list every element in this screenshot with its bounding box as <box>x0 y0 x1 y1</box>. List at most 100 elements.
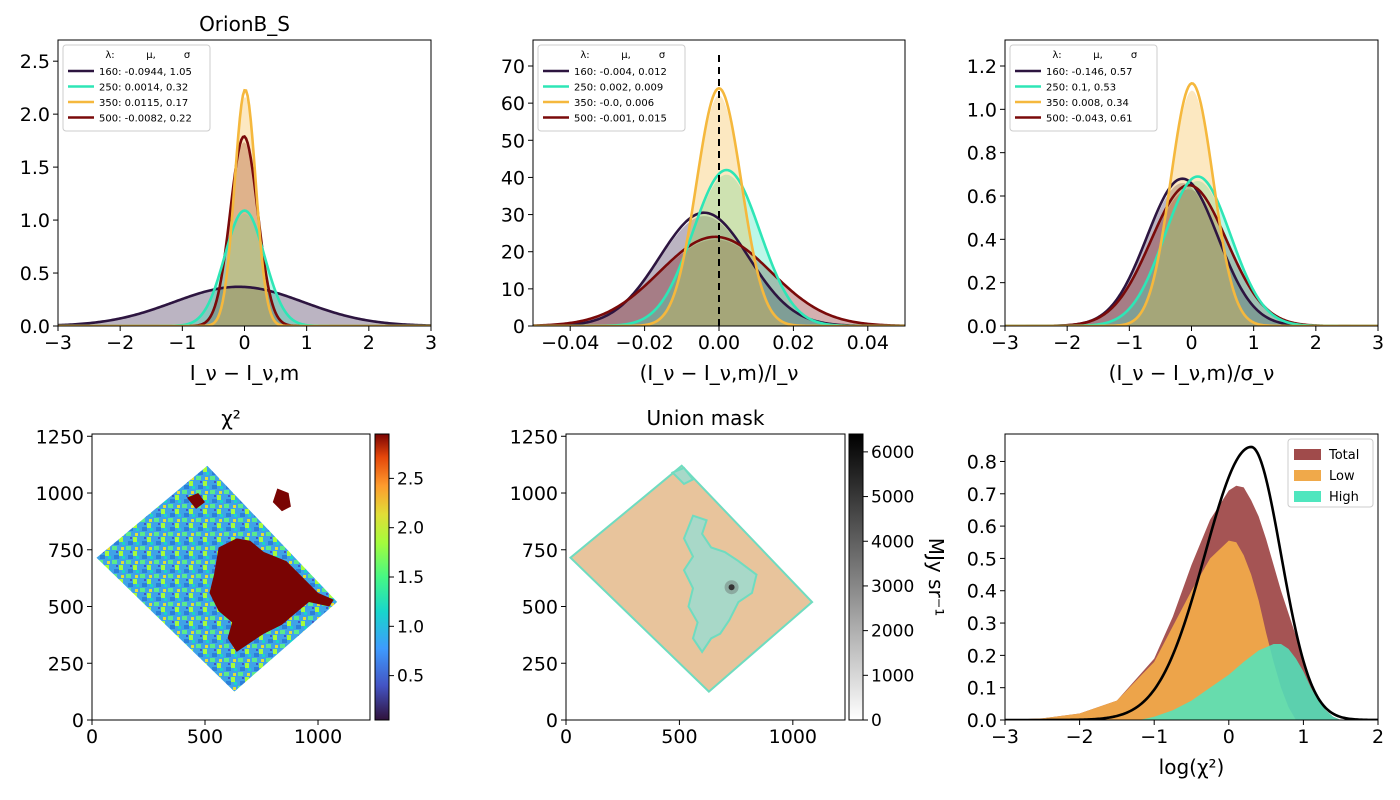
y-tick-label: 0.5 <box>967 548 997 570</box>
x-tick-label: −3 <box>44 332 72 354</box>
legend-header: σ <box>184 50 191 61</box>
histogram-low <box>1005 540 1296 720</box>
legend-swatch <box>1294 470 1321 481</box>
colorbar-tick-label: 2000 <box>871 622 914 642</box>
legend-header: σ <box>659 50 666 61</box>
x-tick-label: 1 <box>1248 332 1260 354</box>
x-tick-label: 2 <box>363 332 375 354</box>
y-tick-label: 750 <box>522 540 558 562</box>
y-tick-label: 0.3 <box>967 613 997 635</box>
y-tick-label: 50 <box>501 130 525 152</box>
x-tick-label: 0 <box>1185 332 1197 354</box>
y-tick-label: 1.0 <box>20 210 50 232</box>
hist_sig-axes: −3 −2 −1 0 1 2 3 0.0 0.2 0.4 0.6 0.8 1.0 1.2 (I_ν − I_… <box>967 39 1384 385</box>
y-tick-label: 1250 <box>510 426 558 448</box>
x-tick-label: 1 <box>1297 726 1309 748</box>
y-tick-label: 1000 <box>510 483 558 505</box>
plot-frame <box>532 39 906 327</box>
chi2_hist-plot-area <box>1005 445 1378 720</box>
chi2_map-title: χ² <box>221 406 241 430</box>
histogram-high <box>1139 644 1341 720</box>
colorbar-tick-label: 1.0 <box>397 617 424 637</box>
legend-label: 160: -0.146, 0.57 <box>1046 67 1133 78</box>
chi2_map-plot-area <box>96 465 338 692</box>
y-tick-label: 0.8 <box>967 143 997 165</box>
y-tick-label: 0.4 <box>967 581 997 603</box>
x-tick-label: −2 <box>1066 726 1094 748</box>
x-tick-label: −2 <box>1053 332 1081 354</box>
hist_abs-axes: −3 −2 −1 0 1 2 3 0.0 0.5 1.0 1.5 2.0 2.5 OrionB_S I_ν … <box>20 12 437 385</box>
x-tick-label: −0.04 <box>541 332 599 354</box>
legend-label: 500: -0.043, 0.61 <box>1046 114 1133 125</box>
x-tick-label: 2 <box>1310 332 1322 354</box>
y-tick-label: 1.5 <box>20 157 50 179</box>
colorbar-tick-label: 2.0 <box>397 519 424 539</box>
colorbar-tick-label: 6000 <box>871 443 914 463</box>
y-tick-label: 0 <box>546 710 558 732</box>
chi2_map-colorbar: 0.5 1.0 1.5 2.0 2.5 <box>374 433 424 721</box>
y-tick-label: 1000 <box>36 483 84 505</box>
high-mask-region <box>670 466 695 486</box>
legend: λ: μ, σ 160: -0.0944, 1.05 250: 0.0014, 0.32… <box>62 44 211 132</box>
legend-header: σ <box>1131 50 1138 61</box>
plot-frame <box>91 433 371 721</box>
legend-label: High <box>1329 490 1359 505</box>
colorbar-tick-label: 5000 <box>871 488 914 508</box>
histogram-fill-500 <box>58 142 431 326</box>
y-tick-label: 20 <box>501 242 525 264</box>
legend-label: 250: 0.0014, 0.32 <box>99 83 188 94</box>
legend-label: 350: 0.0115, 0.17 <box>99 98 188 109</box>
legend-label: 160: -0.0944, 1.05 <box>99 67 192 78</box>
colorbar-tick-label: 1.5 <box>397 568 424 588</box>
legend-header: μ, <box>621 50 631 61</box>
fit-curve-500 <box>58 135 431 326</box>
y-tick-label: 0.5 <box>20 263 50 285</box>
x-tick-label: −0.02 <box>615 332 673 354</box>
hist_sig-xlabel: (I_ν − I_ν,m)/σ_ν <box>1109 361 1275 385</box>
histogram-fill-250 <box>58 214 431 326</box>
colorbar-tick-label: 0.5 <box>397 667 424 687</box>
x-tick-label: 0 <box>1223 726 1235 748</box>
legend-label: 350: -0.0, 0.006 <box>574 98 654 109</box>
y-tick-label: 0.1 <box>967 678 997 700</box>
legend-label: 500: -0.001, 0.015 <box>574 114 667 125</box>
x-tick-label: 2 <box>1372 726 1384 748</box>
y-tick-label: 1.0 <box>967 99 997 121</box>
high-mask-region <box>682 514 758 654</box>
x-tick-label: 0.04 <box>847 332 889 354</box>
histogram-fill-160 <box>58 287 431 326</box>
y-tick-label: 2.0 <box>20 104 50 126</box>
legend-label: Low <box>1329 469 1355 484</box>
histogram-fill-500 <box>1005 189 1378 326</box>
plot-frame <box>1004 433 1379 721</box>
colorbar-gradient <box>848 433 864 721</box>
x-tick-label: 1000 <box>769 726 817 748</box>
x-tick-label: −1 <box>1140 726 1168 748</box>
plot-frame <box>57 39 432 327</box>
hist_rel-xlabel: (I_ν − I_ν,m)/I_ν <box>640 361 799 385</box>
y-tick-label: 0.0 <box>967 710 997 732</box>
x-tick-label: −3 <box>991 332 1019 354</box>
legend-header: λ: <box>1052 50 1061 61</box>
legend-label: 350: 0.008, 0.34 <box>1046 98 1129 109</box>
y-tick-label: 10 <box>501 279 525 301</box>
x-tick-label: 0 <box>238 332 250 354</box>
legend-label: 160: -0.004, 0.012 <box>574 67 667 78</box>
fit-curve-350 <box>1005 82 1378 326</box>
y-tick-label: 30 <box>501 205 525 227</box>
legend-header: λ: <box>105 50 114 61</box>
y-tick-label: 0 <box>72 710 84 732</box>
plot-frame <box>1004 39 1379 327</box>
legend: λ: μ, σ 160: -0.146, 0.57 250: 0.1, 0.53 350:… <box>1009 44 1158 132</box>
y-tick-label: 500 <box>522 597 558 619</box>
bright-source-halo <box>724 580 739 595</box>
x-tick-label: −1 <box>1115 332 1143 354</box>
y-tick-label: 750 <box>48 540 84 562</box>
legend-header: μ, <box>1093 50 1103 61</box>
x-tick-label: 1 <box>301 332 313 354</box>
histogram-fill-350 <box>1005 90 1378 326</box>
chi2_hist-xlabel: log(χ²) <box>1159 755 1225 779</box>
y-tick-label: 500 <box>48 597 84 619</box>
legend-swatch <box>1294 449 1321 460</box>
